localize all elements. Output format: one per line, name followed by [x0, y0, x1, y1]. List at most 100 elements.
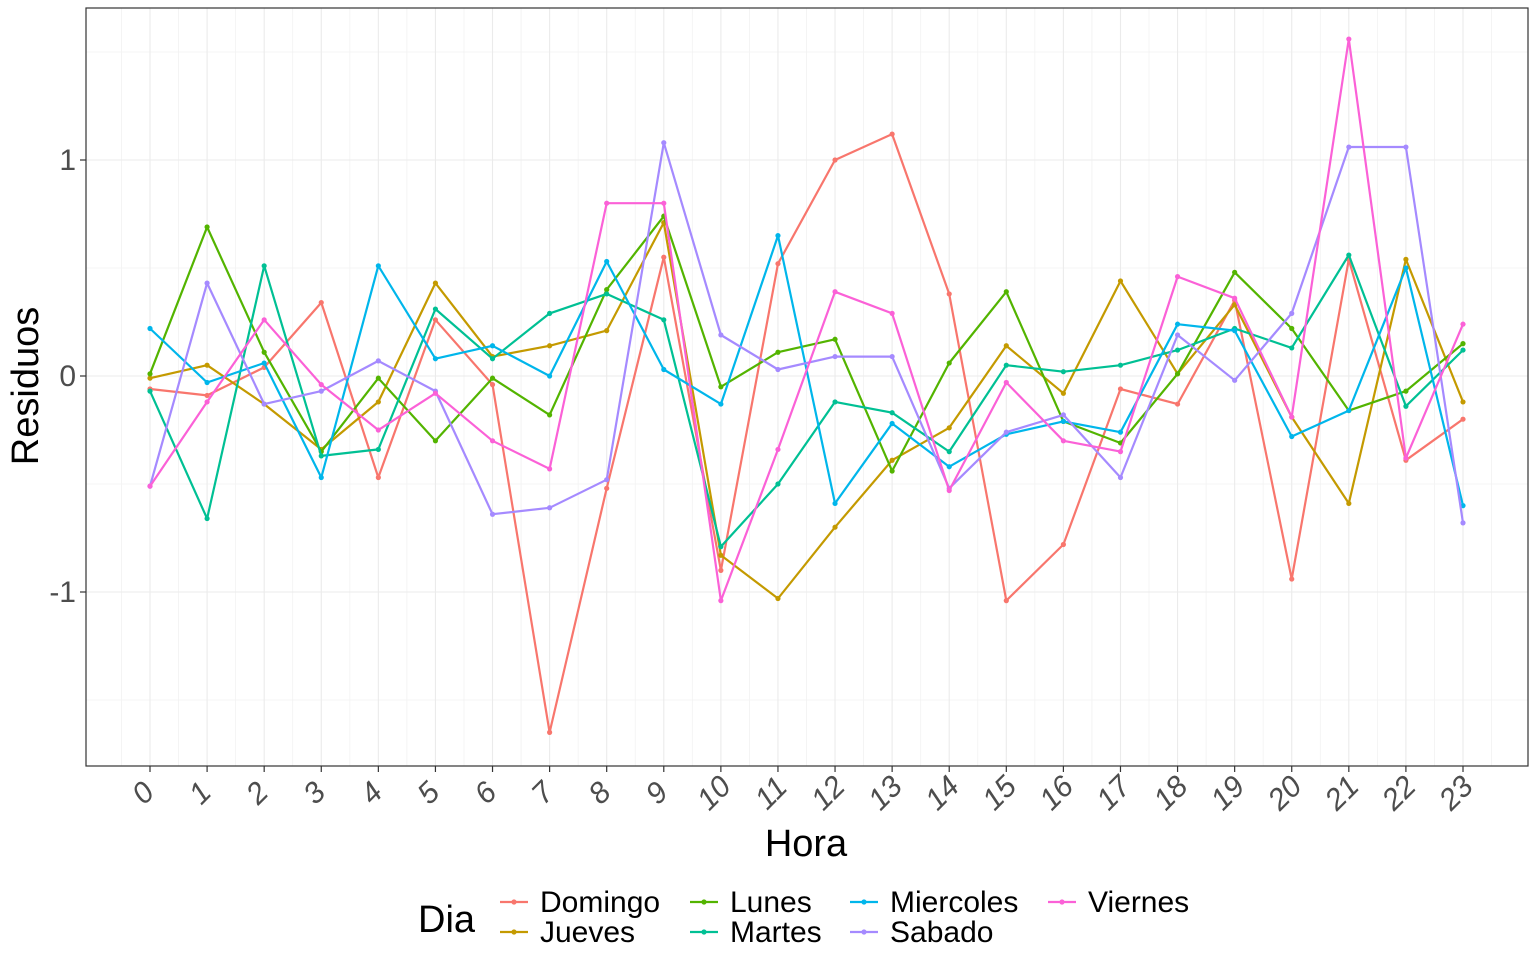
data-point: [375, 263, 381, 269]
data-point: [1174, 401, 1181, 407]
data-point: [1460, 416, 1466, 422]
data-point: [889, 353, 895, 360]
data-point: [432, 356, 439, 362]
data-point: [489, 382, 496, 388]
data-point: [147, 388, 153, 394]
data-point: [1460, 347, 1466, 353]
data-point: [1174, 371, 1181, 377]
data-point: [604, 291, 610, 297]
legend-key-point: [701, 929, 707, 935]
legend-key-point: [1059, 899, 1065, 905]
data-point: [1460, 399, 1466, 405]
data-point: [604, 200, 610, 206]
data-point: [775, 261, 781, 267]
data-point: [946, 360, 952, 366]
data-point: [889, 420, 895, 427]
data-point: [318, 299, 324, 306]
data-point: [204, 280, 210, 286]
data-point: [946, 291, 952, 297]
data-point: [661, 140, 667, 146]
data-point: [1346, 36, 1352, 42]
data-point: [1346, 407, 1352, 414]
data-point: [604, 477, 610, 483]
data-point: [147, 371, 153, 377]
data-point: [1003, 343, 1009, 349]
legend-key-point: [701, 899, 707, 905]
data-point: [375, 474, 381, 481]
data-point: [661, 254, 667, 260]
data-point: [661, 366, 667, 373]
data-point: [718, 544, 724, 550]
data-point: [204, 379, 210, 386]
legend-key-point: [511, 899, 517, 905]
data-point: [432, 280, 439, 286]
data-point: [375, 427, 381, 433]
legend-key-point: [511, 929, 517, 935]
data-point: [775, 349, 781, 355]
data-point: [1174, 321, 1181, 327]
data-point: [604, 258, 610, 265]
data-point: [718, 598, 724, 604]
series-viernes: [147, 36, 1466, 604]
data-point: [261, 349, 267, 355]
legend-item-lunes: Lunes: [690, 886, 812, 919]
panel-border: [85, 7, 1529, 767]
data-point: [718, 332, 724, 338]
data-point: [1232, 328, 1238, 334]
legend-item-jueves: Jueves: [500, 916, 635, 949]
data-point: [318, 474, 324, 481]
data-point: [604, 485, 610, 491]
major-gridlines: [86, 8, 1528, 766]
data-point: [1003, 429, 1009, 435]
data-point: [1174, 274, 1181, 280]
data-point: [889, 468, 895, 474]
data-point: [261, 317, 267, 323]
legend-key-point: [861, 899, 867, 905]
data-point: [775, 446, 781, 453]
data-point: [889, 131, 895, 137]
data-point: [1232, 269, 1238, 275]
data-point: [1460, 341, 1466, 347]
data-point: [1232, 377, 1238, 383]
data-point: [1460, 321, 1466, 327]
minor-gridlines: [86, 8, 1528, 766]
legend-label: Jueves: [540, 916, 635, 949]
data-point: [1003, 598, 1009, 604]
series-line: [148, 141, 1465, 524]
data-point: [432, 390, 439, 396]
data-point: [1289, 345, 1295, 351]
data-point: [1060, 541, 1066, 548]
data-point: [775, 595, 781, 602]
data-point: [718, 567, 724, 574]
data-point: [1174, 332, 1181, 338]
data-point: [547, 729, 553, 736]
data-point: [375, 358, 381, 364]
data-point: [547, 310, 553, 316]
data-point: [489, 356, 496, 362]
data-point: [1117, 278, 1124, 284]
series-lines: [147, 36, 1466, 736]
data-point: [204, 399, 210, 405]
series-lunes: [147, 213, 1466, 474]
legend-title: Dia: [418, 899, 476, 941]
data-point: [1403, 388, 1409, 394]
data-point: [204, 392, 210, 399]
data-point: [261, 263, 267, 269]
data-point: [889, 457, 895, 463]
legend-item-sabado: Sabado: [850, 916, 993, 949]
data-point: [147, 325, 153, 332]
data-point: [1289, 576, 1295, 582]
data-point: [204, 515, 210, 522]
data-point: [1003, 289, 1009, 295]
data-point: [946, 487, 952, 494]
data-point: [775, 481, 781, 487]
data-point: [1346, 500, 1352, 507]
data-point: [832, 353, 838, 360]
data-point: [1003, 362, 1009, 368]
data-point: [261, 401, 267, 407]
data-point: [832, 399, 838, 405]
data-point: [718, 552, 724, 558]
data-point: [432, 438, 439, 444]
data-point: [489, 375, 496, 381]
